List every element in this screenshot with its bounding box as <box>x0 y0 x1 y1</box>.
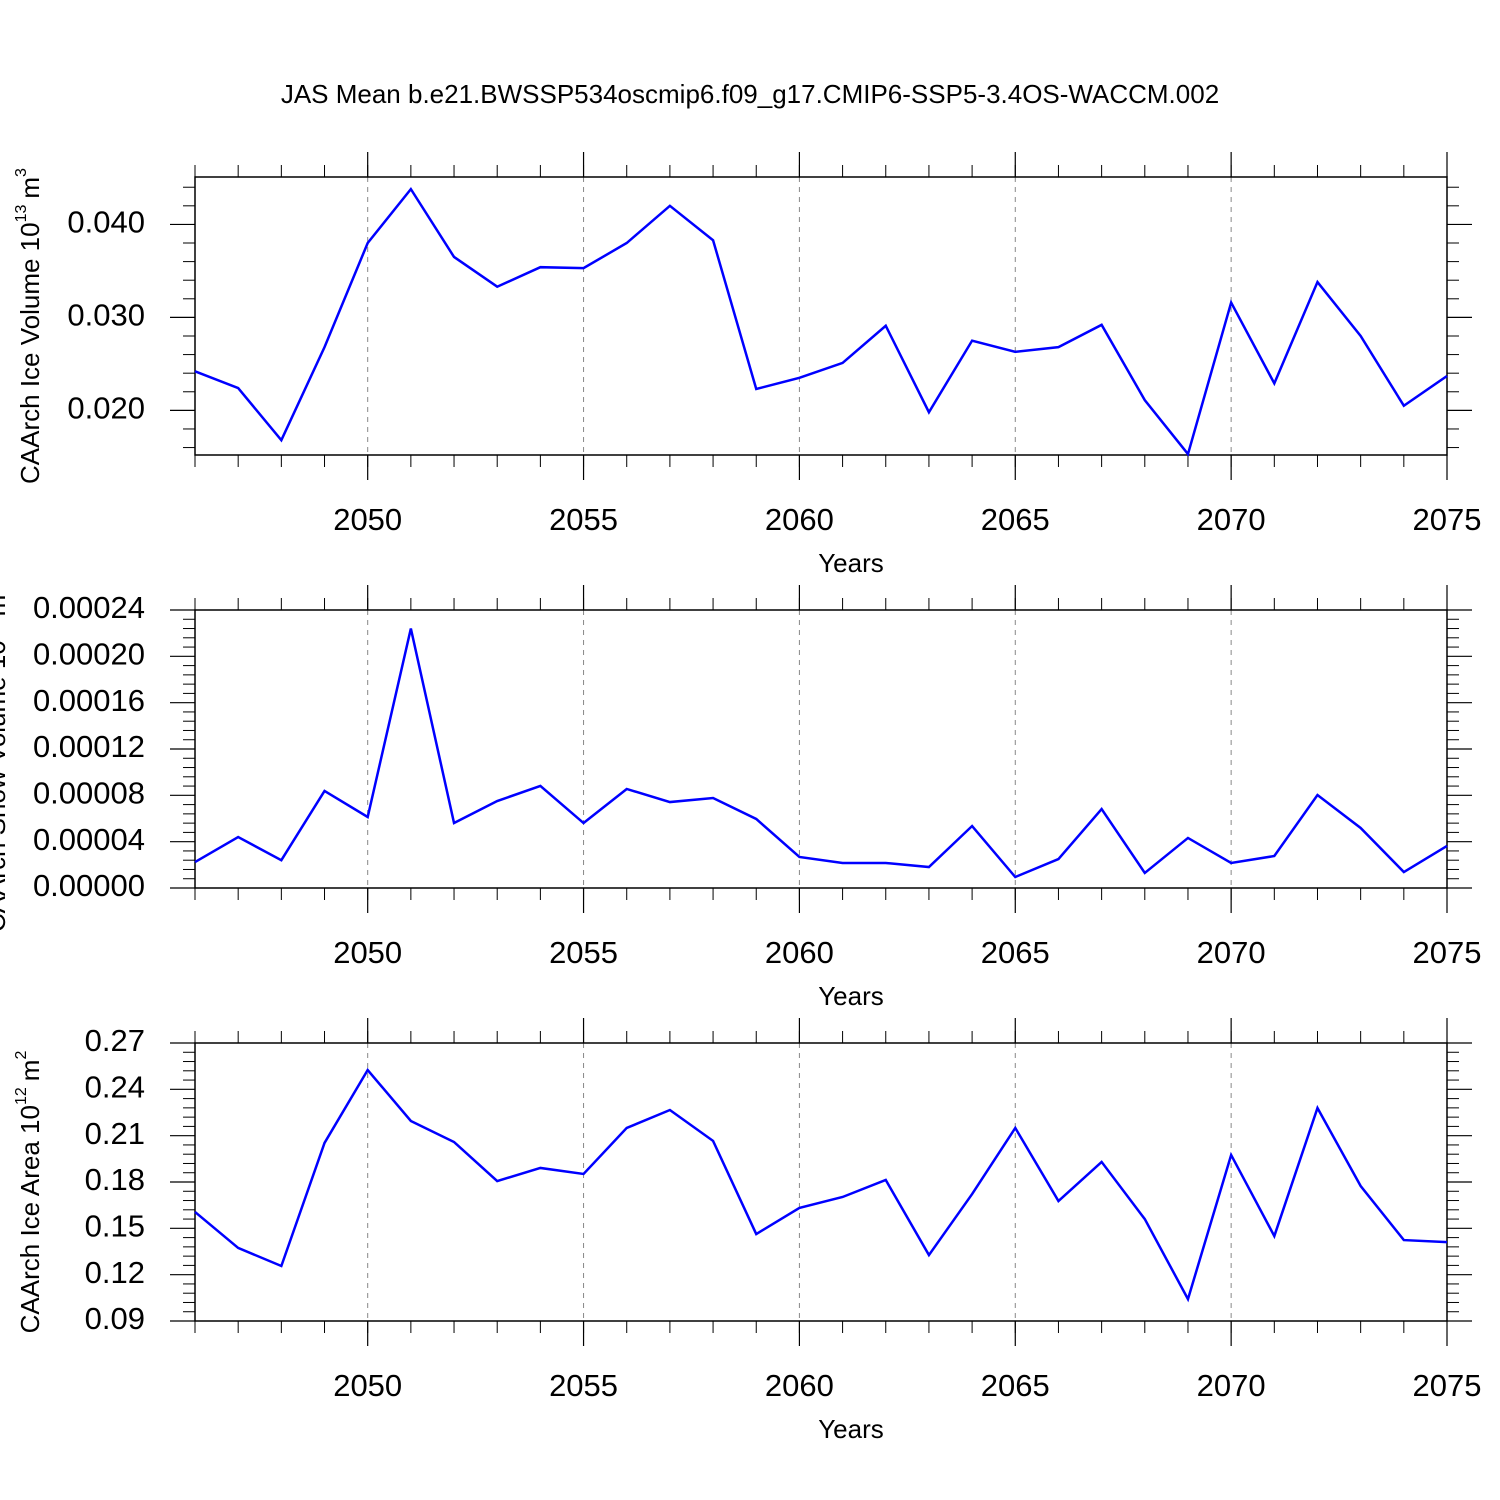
x-tick-label: 2055 <box>549 502 618 537</box>
x-tick-label: 2060 <box>765 1368 834 1403</box>
plot-frame <box>194 1042 1448 1322</box>
y-axis-title-text: CAArch Ice Volume 10 <box>15 222 45 484</box>
x-tick-label: 2065 <box>981 1368 1050 1403</box>
y-axis-title-unit: m <box>15 1060 45 1082</box>
y-axis-title-sup: 13 <box>13 205 30 223</box>
y-axis-title-text: CAArch Snow Volume 10 <box>0 640 11 932</box>
x-tick-label: 2065 <box>981 935 1050 970</box>
y-axis-title: CAArch Ice Area 1012 m2 <box>13 1051 45 1334</box>
data-line <box>194 186 1448 457</box>
y-tick-label: 0.15 <box>85 1209 145 1244</box>
plot-frame <box>194 609 1448 889</box>
x-tick-label: 2055 <box>549 935 618 970</box>
y-axis-title: CAArch Snow Volume 1013m3 <box>0 586 11 932</box>
x-tick-label: 2050 <box>333 935 402 970</box>
y-axis-title-sup: 12 <box>13 1087 30 1105</box>
x-tick-label: 2070 <box>1197 502 1266 537</box>
y-axis-title-unit: m <box>0 595 11 617</box>
x-tick-label: 2060 <box>765 502 834 537</box>
x-tick-label: 2055 <box>549 1368 618 1403</box>
x-tick-label: 2065 <box>981 502 1050 537</box>
y-tick-label: 0.00012 <box>33 729 145 764</box>
y-tick-label: 0.00000 <box>33 868 145 903</box>
y-tick-label: 0.00020 <box>33 637 145 672</box>
x-tick-label: 2070 <box>1197 1368 1266 1403</box>
chart-title: JAS Mean b.e21.BWSSP534oscmip6.f09_g17.C… <box>281 79 1219 109</box>
x-tick-label: 2070 <box>1197 935 1266 970</box>
x-tick-label: 2050 <box>333 502 402 537</box>
y-tick-label: 0.040 <box>67 205 145 240</box>
x-axis-title: Years <box>818 548 884 578</box>
x-tick-label: 2050 <box>333 1368 402 1403</box>
y-tick-label: 0.00004 <box>33 822 145 857</box>
x-tick-label: 2075 <box>1413 1368 1482 1403</box>
x-tick-label: 2075 <box>1413 502 1482 537</box>
y-tick-label: 0.020 <box>67 391 145 426</box>
y-axis-title-sup: 2 <box>13 1051 30 1060</box>
y-tick-label: 0.09 <box>85 1301 145 1336</box>
y-tick-label: 0.00016 <box>33 683 145 718</box>
data-line <box>194 628 1448 879</box>
y-tick-label: 0.00008 <box>33 776 145 811</box>
x-tick-label: 2075 <box>1413 935 1482 970</box>
y-axis-title-sup: 3 <box>13 168 30 177</box>
y-tick-label: 0.21 <box>85 1116 145 1151</box>
y-tick-label: 0.24 <box>85 1070 145 1105</box>
x-axis-title: Years <box>818 981 884 1011</box>
x-tick-label: 2060 <box>765 935 834 970</box>
y-tick-label: 0.030 <box>67 298 145 333</box>
plot-frame <box>194 176 1448 456</box>
y-tick-label: 0.18 <box>85 1162 145 1197</box>
y-axis-title: CAArch Ice Volume 1013 m3 <box>13 168 45 484</box>
y-tick-label: 0.27 <box>85 1023 145 1058</box>
y-tick-label: 0.00024 <box>33 590 145 625</box>
y-axis-title-text: CAArch Ice Area 10 <box>15 1105 45 1333</box>
x-axis-title: Years <box>818 1414 884 1444</box>
y-axis-title-unit: m <box>15 177 45 199</box>
y-tick-label: 0.12 <box>85 1255 145 1290</box>
data-line <box>194 1067 1448 1303</box>
